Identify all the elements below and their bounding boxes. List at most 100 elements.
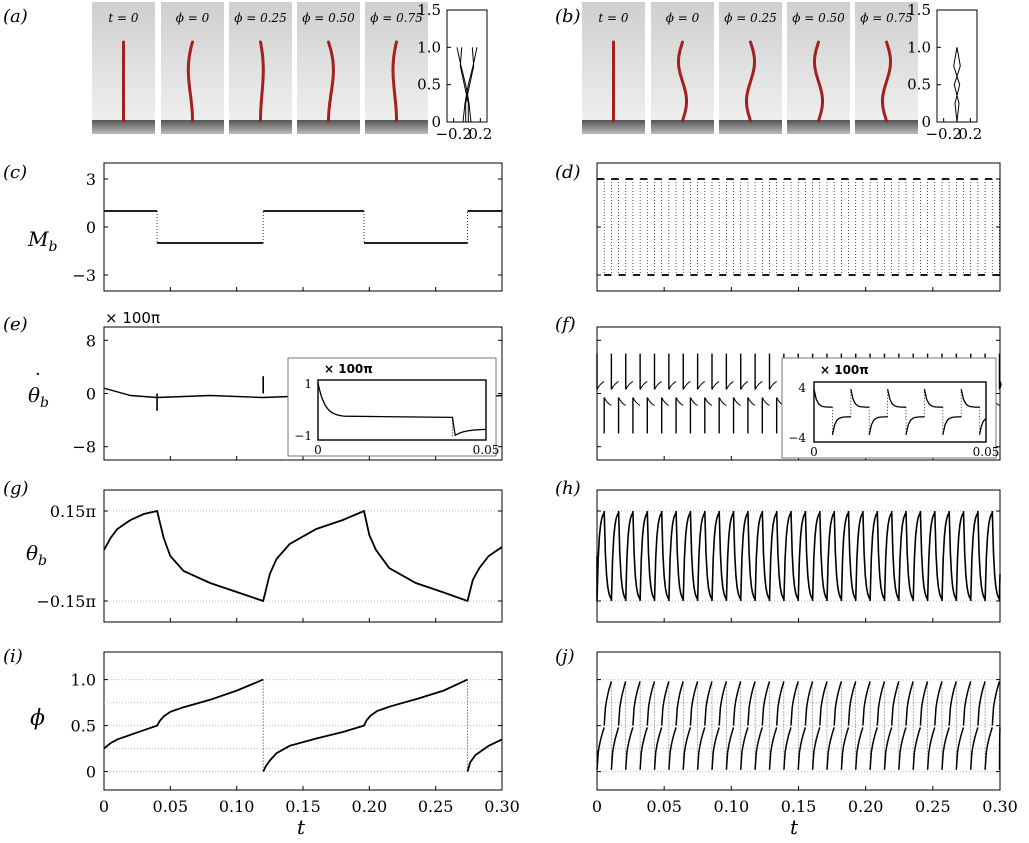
ylabel-c: Mb	[27, 227, 57, 255]
data-line	[739, 727, 749, 770]
data-line	[775, 681, 785, 726]
filament	[391, 40, 398, 123]
inset-ytick-label: 1	[304, 377, 312, 391]
ytick-label: 0	[431, 113, 441, 131]
data-line	[840, 727, 850, 770]
ytick-label: 0	[921, 113, 931, 131]
decay	[610, 381, 619, 390]
xtick-label: 0.30	[982, 797, 1018, 816]
data-line	[826, 727, 835, 770]
data-line	[689, 681, 699, 726]
decay	[618, 397, 626, 406]
filament	[745, 40, 756, 123]
data-line	[617, 681, 627, 726]
panel-label-b: (b)	[555, 6, 581, 27]
inset-e	[287, 357, 497, 457]
decay	[646, 397, 655, 406]
decay	[603, 397, 612, 406]
panel-label-a: (a)	[3, 6, 28, 27]
filament	[881, 40, 892, 123]
decay	[625, 381, 634, 390]
snapshot-floor	[365, 120, 428, 134]
shape-curve	[953, 47, 961, 123]
data-line	[675, 681, 684, 726]
ytick-label: 0	[86, 385, 96, 404]
data-line	[624, 727, 634, 770]
decay	[639, 381, 648, 390]
data-line	[632, 681, 641, 726]
decay	[740, 381, 749, 390]
data-line	[833, 681, 843, 726]
data-line	[934, 681, 943, 726]
inset-axes-e	[317, 379, 487, 441]
snapshot-label: ϕ = 0.75	[860, 11, 913, 25]
decay	[711, 381, 720, 390]
data-line	[962, 681, 972, 726]
ytick-label: 3	[86, 170, 96, 189]
data-line	[984, 727, 994, 770]
inset-ytick-label: 4	[798, 381, 806, 395]
data-line	[847, 681, 857, 726]
data-line	[704, 681, 713, 726]
ytick-label: 1.5	[907, 1, 931, 19]
xtick-label: −0.2	[925, 125, 961, 143]
data-line	[819, 681, 828, 726]
data-line	[603, 681, 613, 726]
shape-curve	[462, 47, 478, 123]
xtick-label: 0.2	[468, 125, 492, 143]
data-line	[646, 681, 656, 726]
data-line	[869, 727, 879, 770]
data-line	[725, 727, 735, 770]
snapshots-b: t = 0 ϕ = 0 ϕ = 0.25 ϕ = 0.50 ϕ = 0.75	[582, 2, 918, 134]
decay	[754, 381, 763, 390]
snapshot-label: ϕ = 0	[176, 11, 210, 25]
snapshot-label: t = 0	[108, 11, 139, 25]
ytick-label: 0.5	[71, 717, 96, 736]
xtick-label: 0.30	[484, 797, 520, 816]
data-line	[103, 678, 264, 750]
snapshot-label: t = 0	[598, 11, 629, 25]
filament	[813, 40, 824, 123]
data-line	[898, 727, 907, 770]
inset-xtick-label: 0	[314, 443, 322, 457]
inset-line	[317, 382, 487, 437]
snapshot-floor	[855, 120, 918, 134]
inset-xtick-label: 0.05	[973, 445, 1000, 459]
data-line	[696, 727, 706, 770]
xtick-label: 0.20	[848, 797, 884, 816]
xtick-label: 0	[592, 797, 602, 816]
decay	[654, 381, 662, 390]
shape-plot-b: 0 0.5 1.0 1.5 −0.20.2	[907, 1, 982, 143]
data-line	[977, 681, 986, 726]
data-line	[466, 738, 503, 772]
inset-xtick-label: 0	[810, 445, 818, 459]
xtick-label: 0	[99, 797, 109, 816]
ytick-label: 0	[86, 218, 96, 237]
ylabel-e-dot: ·	[35, 364, 41, 385]
data-line	[660, 681, 670, 726]
data-line	[732, 681, 742, 726]
data-line	[941, 727, 950, 770]
xtick-label: 0.05	[646, 797, 682, 816]
axes-frame	[446, 9, 488, 123]
snapshot-label: ϕ = 0.25	[234, 11, 287, 25]
xlabel-i: t	[297, 815, 306, 839]
snapshot-label: ϕ = 0.75	[370, 11, 423, 25]
data-line	[262, 678, 468, 772]
data-line	[797, 727, 807, 770]
decay	[761, 397, 770, 406]
snapshot-label: ϕ = 0.50	[302, 11, 355, 25]
decay	[747, 397, 756, 406]
snapshots-a: t = 0 ϕ = 0 ϕ = 0.25 ϕ = 0.50 ϕ = 0.75	[92, 2, 428, 134]
data-line	[747, 681, 756, 726]
decay	[999, 381, 1002, 390]
ytick-label: 0.5	[417, 76, 441, 94]
panel-label-h: (h)	[555, 478, 581, 499]
panel-label-g: (g)	[3, 478, 29, 499]
snapshot-bg	[855, 2, 918, 134]
data-line	[596, 510, 1001, 602]
data-line	[718, 681, 728, 726]
xtick-label: 0.15	[285, 797, 321, 816]
